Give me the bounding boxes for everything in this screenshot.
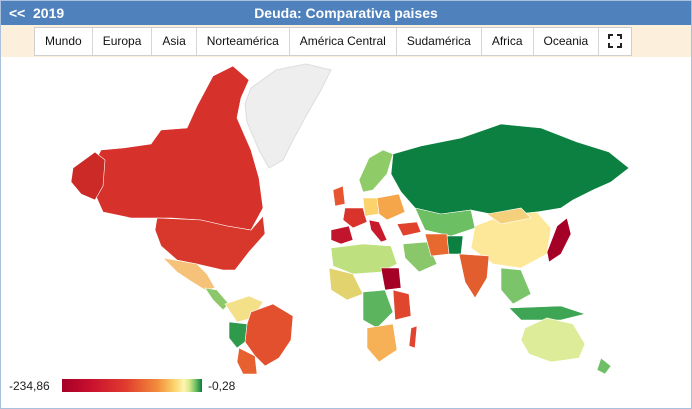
country-argentina[interactable]	[236, 347, 258, 374]
country-new-zealand[interactable]	[596, 357, 612, 374]
country-east-africa[interactable]	[392, 289, 412, 321]
country-canada[interactable]	[92, 65, 264, 231]
country-peru[interactable]	[228, 321, 248, 349]
world-map	[70, 63, 630, 374]
legend-min-value: -234,86	[9, 379, 50, 393]
country-indonesia[interactable]	[508, 305, 587, 321]
region-tab-bar: Mundo Europa Asia Norteamérica América C…	[1, 25, 691, 57]
tab-oceania[interactable]: Oceania	[534, 28, 600, 55]
tab-asia[interactable]: Asia	[152, 28, 197, 55]
tab-europa[interactable]: Europa	[93, 28, 153, 55]
country-madagascar[interactable]	[408, 325, 418, 349]
tab-norteamerica[interactable]: Norteamérica	[197, 28, 290, 55]
country-france[interactable]	[342, 207, 368, 229]
country-spain[interactable]	[330, 225, 354, 245]
country-germany[interactable]	[362, 197, 380, 217]
country-japan[interactable]	[546, 217, 572, 263]
legend-max-value: -0,28	[208, 379, 236, 393]
country-southeast-asia[interactable]	[500, 267, 532, 305]
country-usa-alaska[interactable]	[70, 151, 106, 201]
page-title: Deuda: Comparativa paises	[254, 5, 438, 21]
title-bar: << 2019 Deuda: Comparativa paises	[1, 1, 691, 25]
country-afghanistan[interactable]	[446, 235, 464, 255]
country-turkey[interactable]	[396, 221, 422, 237]
country-australia[interactable]	[520, 317, 586, 363]
country-saudi-arabia[interactable]	[402, 241, 438, 273]
tab-mundo[interactable]: Mundo	[35, 28, 93, 55]
country-greenland[interactable]	[244, 63, 332, 169]
country-russia[interactable]	[390, 123, 630, 217]
country-west-africa[interactable]	[328, 267, 364, 301]
country-scandinavia[interactable]	[358, 149, 394, 193]
country-eastern-europe[interactable]	[376, 193, 406, 221]
tab-america-central[interactable]: América Central	[290, 28, 397, 55]
country-sudan[interactable]	[380, 267, 402, 291]
region-tabs: Mundo Europa Asia Norteamérica América C…	[34, 27, 633, 56]
country-southern-africa[interactable]	[366, 323, 398, 363]
expand-icon	[608, 34, 623, 48]
fullscreen-button[interactable]	[599, 28, 631, 55]
country-mongolia[interactable]	[486, 207, 532, 225]
country-central-america[interactable]	[204, 287, 230, 311]
country-italy[interactable]	[368, 219, 388, 243]
legend-color-scale	[62, 379, 202, 392]
year-label: 2019	[33, 5, 65, 21]
tab-africa[interactable]: Africa	[482, 28, 534, 55]
country-uk[interactable]	[332, 185, 346, 207]
country-central-africa[interactable]	[362, 289, 394, 329]
country-india[interactable]	[458, 253, 490, 299]
country-usa[interactable]	[154, 215, 266, 271]
back-button[interactable]: <<	[9, 5, 26, 21]
tab-sudamerica[interactable]: Sudamérica	[397, 28, 482, 55]
